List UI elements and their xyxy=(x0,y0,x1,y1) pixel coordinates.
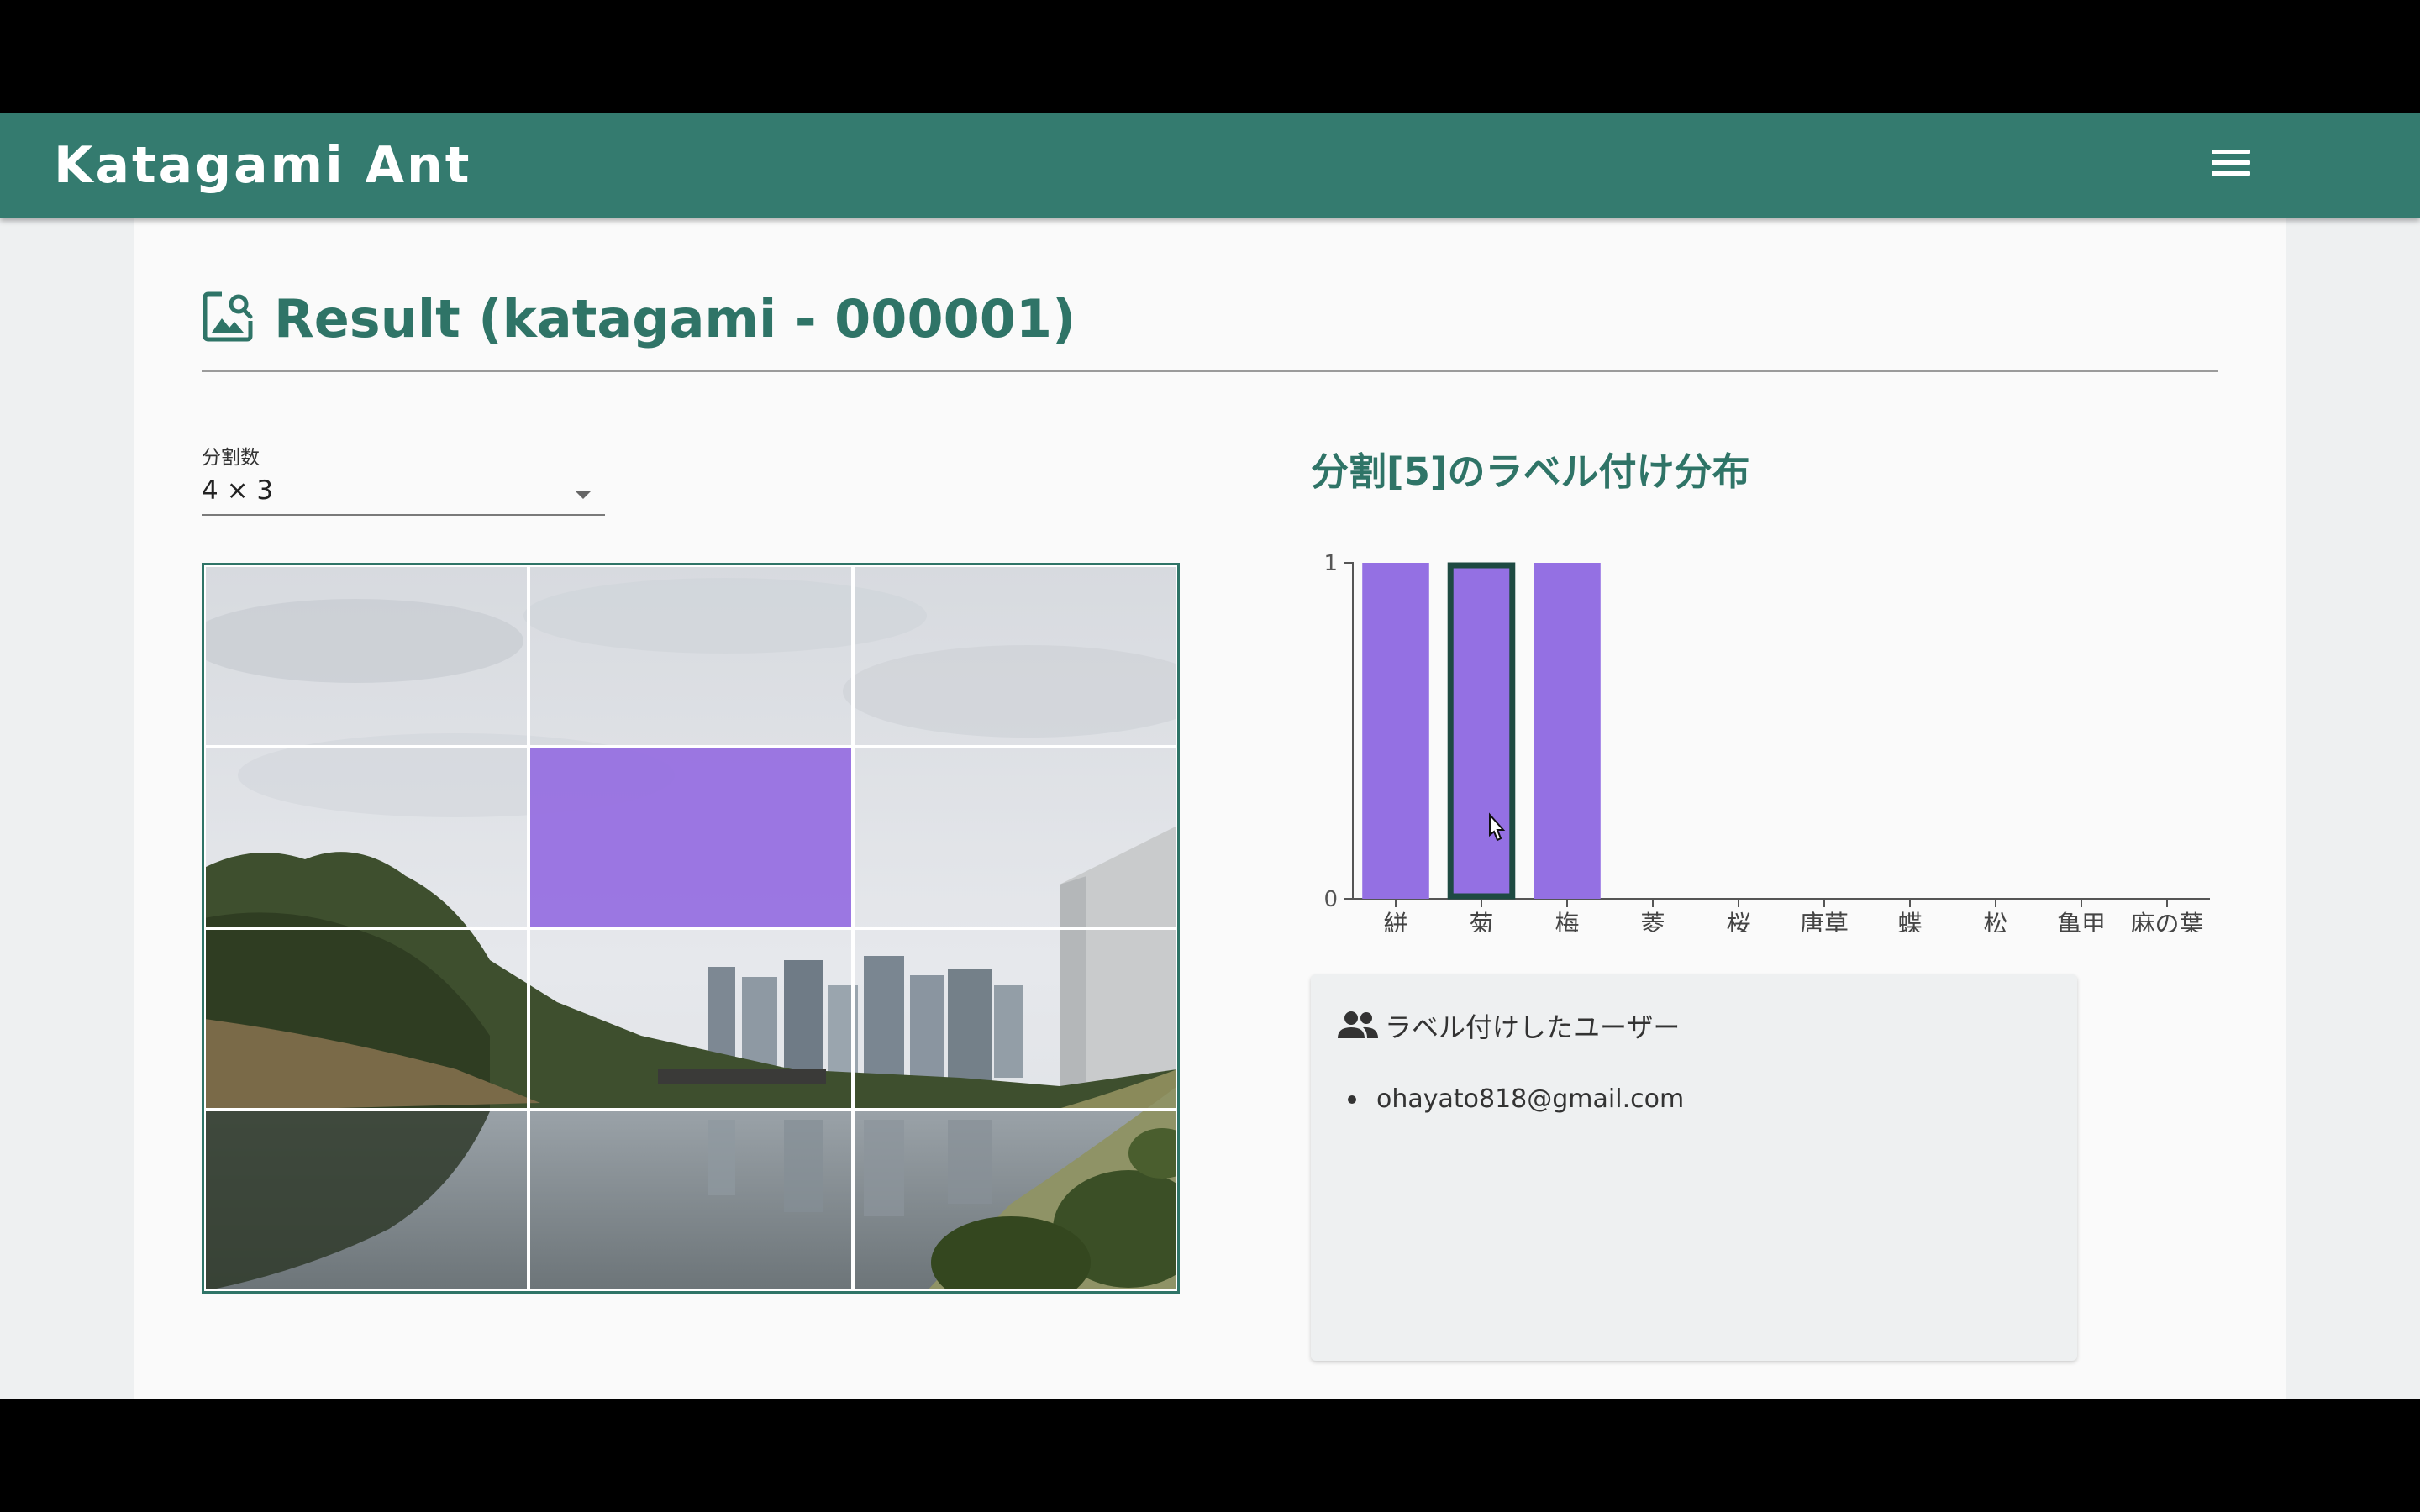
grid-cell-11[interactable] xyxy=(529,1110,853,1291)
grid-cell-5[interactable] xyxy=(529,747,853,928)
app-logo[interactable]: Katagami Ant xyxy=(54,136,472,195)
image-search-icon xyxy=(203,291,253,342)
grid-cell-3[interactable] xyxy=(853,565,1177,747)
x-tick-label: 麻の葉 xyxy=(2130,910,2203,932)
x-tick-label: 唐草 xyxy=(1800,910,1849,932)
x-tick-label: 菱 xyxy=(1640,910,1665,932)
grid-cell-10[interactable] xyxy=(204,1110,529,1291)
pointer-cursor-icon xyxy=(1489,812,1506,842)
hamburger-menu-icon[interactable] xyxy=(2210,146,2252,180)
division-select-label: 分割数 xyxy=(202,447,260,469)
image-grid xyxy=(202,563,1180,1294)
bar-梅[interactable] xyxy=(1534,563,1601,899)
x-tick-label: 梅 xyxy=(1555,910,1579,932)
app-bar: Katagami Ant xyxy=(0,113,2420,218)
app-screen: Katagami Ant Result (katagami - 000001) … xyxy=(0,113,2420,1399)
grid-cell-6[interactable] xyxy=(853,747,1177,928)
y-axis xyxy=(1344,562,1354,899)
users-list: ohayato818@gmail.com xyxy=(1348,1082,1684,1117)
labeled-users-title: ラベル付けしたユーザー xyxy=(1385,1011,1681,1043)
x-tick-label: 菊 xyxy=(1469,910,1493,932)
x-tick-label: 絣 xyxy=(1383,910,1407,932)
grid-cell-7[interactable] xyxy=(204,928,529,1110)
x-tick-label: 亀甲 xyxy=(2057,910,2106,932)
grid-cell-4[interactable] xyxy=(204,747,529,928)
division-select-value: 4 × 3 xyxy=(202,475,274,506)
people-icon xyxy=(1338,1011,1378,1038)
user-item: ohayato818@gmail.com xyxy=(1348,1082,1684,1117)
x-tick-label: 松 xyxy=(1983,910,2007,932)
grid-cell-2[interactable] xyxy=(529,565,853,747)
bar-菊[interactable] xyxy=(1447,562,1516,900)
x-tick-label: 蝶 xyxy=(1897,910,1922,932)
y-tick-label: 1 xyxy=(1323,551,1338,576)
labeled-users-panel: ラベル付けしたユーザー ohayato818@gmail.com xyxy=(1311,974,2077,1361)
chart-title: 分割[5]のラベル付け分布 xyxy=(1311,449,1750,494)
grid-cell-8[interactable] xyxy=(529,928,853,1110)
grid-cell-1[interactable] xyxy=(204,565,529,747)
bar-絣[interactable] xyxy=(1362,563,1429,899)
result-card: Result (katagami - 000001) 分割数 4 × 3 xyxy=(134,218,2286,1399)
grid-cell-9[interactable] xyxy=(853,928,1177,1110)
title-divider xyxy=(202,370,2218,372)
label-distribution-chart: 0 1 絣 菊 梅 菱 桜 唐草 蝶 松 亀甲 麻の葉 xyxy=(1323,551,2210,932)
y-tick-label: 0 xyxy=(1323,887,1338,912)
grid-cell-12[interactable] xyxy=(853,1110,1177,1291)
page-title: Result (katagami - 000001) xyxy=(274,288,1076,349)
division-select[interactable]: 4 × 3 xyxy=(202,470,605,516)
x-tick-label: 桜 xyxy=(1726,910,1750,932)
chevron-down-icon[interactable] xyxy=(575,491,592,499)
